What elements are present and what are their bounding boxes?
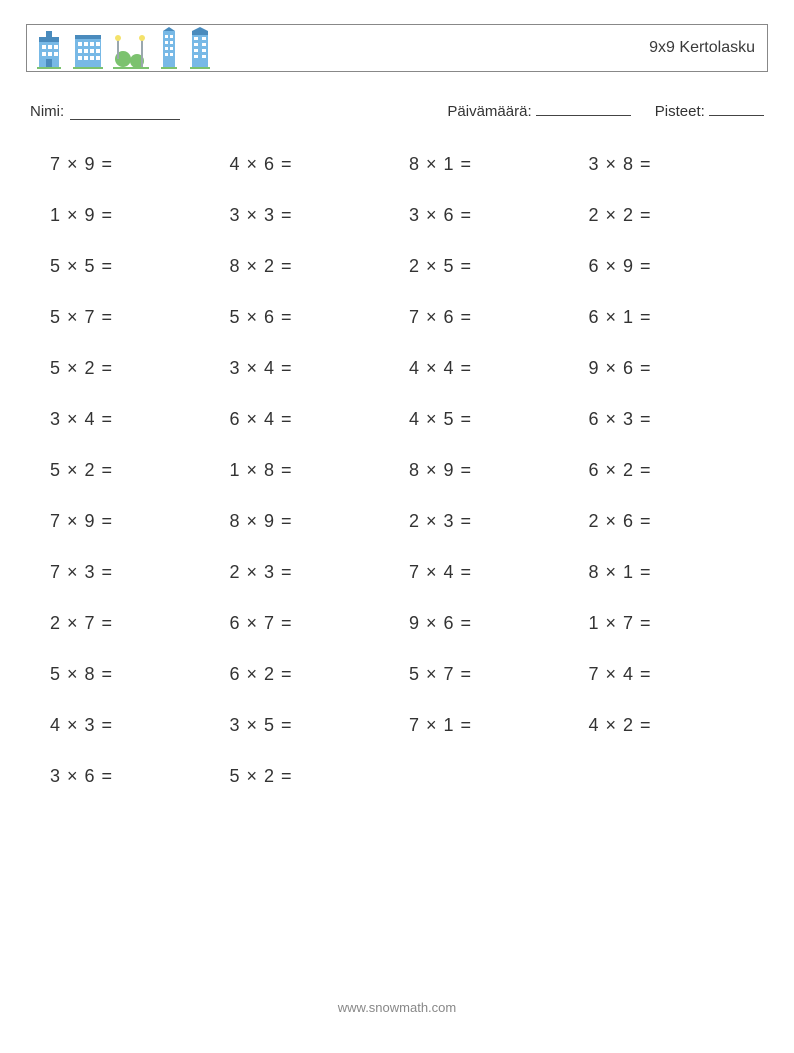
problem-cell: 6 × 4 =: [230, 409, 410, 430]
problem-cell: 1 × 8 =: [230, 460, 410, 481]
name-label: Nimi:: [30, 103, 64, 120]
problem-cell: 4 × 2 =: [589, 715, 769, 736]
problem-cell: 5 × 2 =: [230, 766, 410, 787]
problem-cell: 8 × 1 =: [409, 154, 589, 175]
problem-cell: 5 × 7 =: [409, 664, 589, 685]
meta-name: Nimi:: [30, 103, 180, 120]
problem-cell: 7 × 9 =: [50, 511, 230, 532]
problem-cell: 6 × 3 =: [589, 409, 769, 430]
problem-cell: 3 × 3 =: [230, 205, 410, 226]
problem-cell: 3 × 6 =: [50, 766, 230, 787]
name-blank: [70, 104, 180, 120]
date-label: Päivämäärä:: [447, 103, 531, 120]
problems-grid: 7 × 9 =4 × 6 =8 × 1 =3 × 8 =1 × 9 =3 × 3…: [26, 154, 768, 787]
problem-cell: 2 × 7 =: [50, 613, 230, 634]
meta-score: Pisteet:: [655, 100, 764, 120]
problem-cell: 8 × 2 =: [230, 256, 410, 277]
score-label: Pisteet:: [655, 103, 705, 120]
problem-cell: 7 × 4 =: [409, 562, 589, 583]
tower2-icon: [189, 27, 211, 69]
problem-cell: 3 × 6 =: [409, 205, 589, 226]
worksheet-page: 9x9 Kertolasku Nimi: Päivämäärä: Pisteet…: [0, 0, 794, 1053]
apartment-icon: [73, 31, 103, 69]
problem-cell: 1 × 7 =: [589, 613, 769, 634]
problem-cell: 5 × 7 =: [50, 307, 230, 328]
problem-cell: 2 × 6 =: [589, 511, 769, 532]
problem-cell: 5 × 8 =: [50, 664, 230, 685]
problem-cell: 4 × 3 =: [50, 715, 230, 736]
problem-cell: 6 × 2 =: [230, 664, 410, 685]
problem-cell: 7 × 1 =: [409, 715, 589, 736]
problem-cell: 5 × 5 =: [50, 256, 230, 277]
problem-cell: 9 × 6 =: [409, 613, 589, 634]
park-icon: [113, 31, 149, 69]
score-blank: [709, 100, 764, 116]
problem-cell: 8 × 1 =: [589, 562, 769, 583]
problem-cell: 2 × 5 =: [409, 256, 589, 277]
problem-cell: 8 × 9 =: [409, 460, 589, 481]
problem-cell: 6 × 9 =: [589, 256, 769, 277]
problem-cell: 4 × 4 =: [409, 358, 589, 379]
problem-cell: 7 × 3 =: [50, 562, 230, 583]
problem-cell: 7 × 4 =: [589, 664, 769, 685]
problem-cell: 7 × 6 =: [409, 307, 589, 328]
date-blank: [536, 100, 631, 116]
problem-cell: 3 × 8 =: [589, 154, 769, 175]
problem-cell: 1 × 9 =: [50, 205, 230, 226]
problem-cell: 3 × 5 =: [230, 715, 410, 736]
problem-cell: 9 × 6 =: [589, 358, 769, 379]
tower-icon: [159, 27, 179, 69]
footer-text: www.snowmath.com: [0, 1000, 794, 1015]
building-icon: [35, 31, 63, 69]
problem-cell: 6 × 1 =: [589, 307, 769, 328]
problem-cell: 5 × 2 =: [50, 460, 230, 481]
problem-cell: 3 × 4 =: [50, 409, 230, 430]
problem-cell: 2 × 2 =: [589, 205, 769, 226]
worksheet-title: 9x9 Kertolasku: [649, 39, 755, 57]
problem-cell: 2 × 3 =: [230, 562, 410, 583]
problem-cell: 6 × 2 =: [589, 460, 769, 481]
problem-cell: 5 × 6 =: [230, 307, 410, 328]
meta-line: Nimi: Päivämäärä: Pisteet:: [26, 100, 768, 120]
problem-cell: 7 × 9 =: [50, 154, 230, 175]
problem-cell: 8 × 9 =: [230, 511, 410, 532]
icon-strip: [35, 25, 211, 71]
problem-cell: 4 × 6 =: [230, 154, 410, 175]
problem-cell: 3 × 4 =: [230, 358, 410, 379]
problem-cell: 6 × 7 =: [230, 613, 410, 634]
header-box: 9x9 Kertolasku: [26, 24, 768, 72]
problem-cell: 2 × 3 =: [409, 511, 589, 532]
problem-cell: 5 × 2 =: [50, 358, 230, 379]
meta-date: Päivämäärä:: [447, 100, 630, 120]
problem-cell: 4 × 5 =: [409, 409, 589, 430]
